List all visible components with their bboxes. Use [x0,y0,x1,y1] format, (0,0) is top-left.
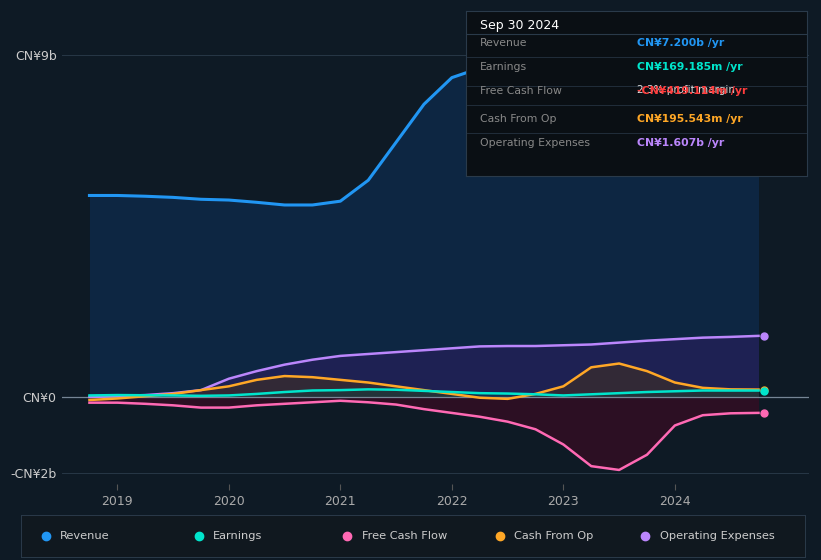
Text: Earnings: Earnings [213,531,262,541]
Text: CN¥1.607b /yr: CN¥1.607b /yr [637,138,724,148]
Text: Sep 30 2024: Sep 30 2024 [480,18,559,31]
Text: Operating Expenses: Operating Expenses [659,531,774,541]
Text: Cash From Op: Cash From Op [480,114,557,124]
Text: CN¥169.185m /yr: CN¥169.185m /yr [637,62,742,72]
Text: Operating Expenses: Operating Expenses [480,138,590,148]
Text: Revenue: Revenue [480,39,527,49]
Text: Free Cash Flow: Free Cash Flow [361,531,447,541]
Text: 2.3% profit margin: 2.3% profit margin [637,85,735,95]
Text: Earnings: Earnings [480,62,527,72]
Text: Cash From Op: Cash From Op [515,531,594,541]
Text: CN¥195.543m /yr: CN¥195.543m /yr [637,114,742,124]
Text: Revenue: Revenue [60,531,109,541]
Text: Free Cash Flow: Free Cash Flow [480,86,562,96]
Text: -CN¥419.114m /yr: -CN¥419.114m /yr [637,86,747,96]
Text: CN¥7.200b /yr: CN¥7.200b /yr [637,39,724,49]
